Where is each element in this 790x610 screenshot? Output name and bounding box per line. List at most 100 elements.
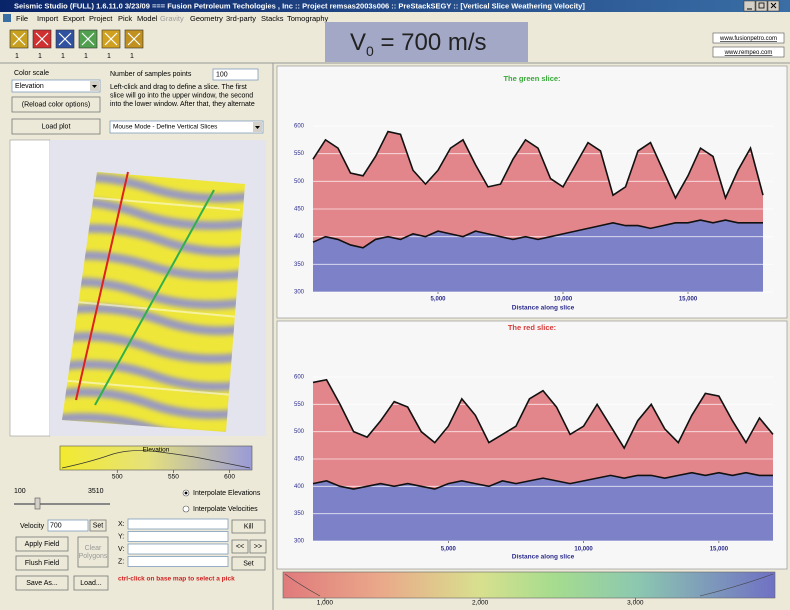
app-icon: [3, 14, 11, 22]
colorbar-label: Elevation: [143, 447, 170, 454]
tick-label: 600: [224, 474, 235, 481]
hint: ctrl-click on base map to select a pick: [118, 576, 235, 583]
radio[interactable]: [182, 505, 190, 513]
button-label: Load plot: [42, 123, 71, 130]
menu-item[interactable]: Gravity: [160, 14, 184, 23]
button[interactable]: [231, 519, 266, 534]
toolbar-count: 1: [107, 53, 111, 60]
icon-glyph: [104, 32, 118, 46]
window-title: Seismic Studio (FULL) 1.6.11.0 3/23/09 =…: [14, 1, 585, 10]
y-tick-label: 450: [294, 457, 305, 463]
icon-glyph: [12, 32, 26, 46]
link-box[interactable]: [712, 32, 785, 44]
chart-title: The red slice:: [508, 323, 556, 332]
slider-thumb[interactable]: [34, 497, 41, 510]
y-tick-label: 350: [294, 511, 305, 517]
icon-glyph: [35, 32, 49, 46]
tick-label: 2,000: [472, 600, 489, 607]
menu-item[interactable]: Export: [63, 14, 86, 23]
button-label: Clear: [85, 545, 102, 552]
dropdown-value: Elevation: [15, 83, 44, 90]
line: [312, 130, 764, 201]
button-label: >>: [254, 543, 262, 550]
button-label: (Reload color options): [22, 101, 90, 108]
button[interactable]: [11, 118, 101, 135]
menu-item[interactable]: Model: [137, 14, 158, 23]
y-tick-label: 500: [294, 179, 305, 185]
button[interactable]: [89, 519, 107, 532]
instruction-line: Left-click and drag to define a slice. T…: [110, 84, 247, 91]
coord-input[interactable]: [127, 531, 229, 542]
menu-item[interactable]: Tomography: [287, 14, 329, 23]
button-label: Set: [243, 560, 254, 567]
link-box[interactable]: [712, 46, 785, 58]
tick-label: 1,000: [317, 600, 334, 607]
menu-item[interactable]: Pick: [118, 14, 132, 23]
instruction-line: into the lower window. After that, they …: [110, 101, 255, 108]
menu-item[interactable]: Geometry: [190, 14, 223, 23]
arrow-glyph: [92, 85, 97, 88]
y-tick-label: 400: [294, 234, 305, 240]
elevation-colorbar: [59, 445, 253, 471]
tick-label: 550: [168, 474, 179, 481]
menu-item[interactable]: Import: [37, 14, 59, 23]
coord-input[interactable]: [127, 518, 229, 530]
line: [312, 219, 763, 249]
button[interactable]: [231, 556, 266, 571]
menu-item[interactable]: Project: [89, 14, 113, 23]
y-tick-label: 300: [294, 290, 305, 296]
overlay-rest: = 700 m/s: [374, 29, 487, 56]
x-tick-label: 5,000: [430, 297, 446, 303]
link[interactable]: www.fusionpetro.com: [719, 36, 777, 42]
button-label: Save As...: [26, 580, 58, 587]
toolbar-count: 1: [84, 53, 88, 60]
input-value: 100: [216, 71, 228, 78]
y-tick-label: 400: [294, 484, 305, 490]
icon-glyph: [58, 32, 72, 46]
toolbar-count: 1: [61, 53, 65, 60]
button[interactable]: [73, 575, 109, 591]
toolbar-count: 1: [38, 53, 42, 60]
list-box[interactable]: [9, 139, 51, 437]
histogram-curve: [61, 450, 251, 469]
text-input[interactable]: [47, 519, 89, 532]
red-slice-line: [75, 171, 129, 401]
x-tick-label: 10,000: [554, 297, 573, 303]
coord-input[interactable]: [127, 543, 229, 555]
radio-label: Interpolate Velocities: [193, 506, 258, 513]
y-tick-label: 450: [294, 207, 305, 213]
chart-title: The green slice:: [503, 74, 560, 83]
y-tick-label: 600: [294, 124, 305, 130]
line: [312, 471, 773, 490]
slider-min: 100: [14, 488, 26, 495]
coord-label: V:: [118, 546, 124, 553]
tick-label: 3,000: [627, 600, 644, 607]
button[interactable]: [231, 539, 249, 554]
menu-item[interactable]: 3rd-party: [226, 14, 256, 23]
x-axis-label: Distance along slice: [512, 305, 575, 312]
menu-bar: [0, 12, 790, 25]
coord-input[interactable]: [127, 556, 229, 567]
button[interactable]: [249, 539, 267, 554]
button[interactable]: [15, 575, 69, 591]
toolbar-count: 1: [15, 53, 19, 60]
menu-item[interactable]: File: [16, 14, 28, 23]
button[interactable]: [77, 536, 109, 568]
dropdown[interactable]: [11, 79, 101, 93]
area: [313, 472, 773, 541]
y-tick-label: 600: [294, 375, 305, 381]
button[interactable]: [11, 96, 101, 113]
button[interactable]: [15, 555, 69, 571]
button-label: Load...: [80, 580, 101, 587]
link[interactable]: www.rempeo.com: [724, 50, 773, 56]
button[interactable]: [15, 536, 69, 552]
x-tick-label: 15,000: [710, 547, 729, 553]
menu-item[interactable]: Stacks: [261, 14, 284, 23]
window-controls[interactable]: [743, 0, 780, 12]
dropdown[interactable]: [109, 120, 264, 134]
y-tick-label: 500: [294, 429, 305, 435]
dropdown-value: Mouse Mode - Define Vertical Slices: [113, 124, 218, 131]
green-slice-line: [94, 189, 215, 406]
text-input[interactable]: [212, 68, 259, 81]
button-label: Kill: [244, 523, 254, 530]
